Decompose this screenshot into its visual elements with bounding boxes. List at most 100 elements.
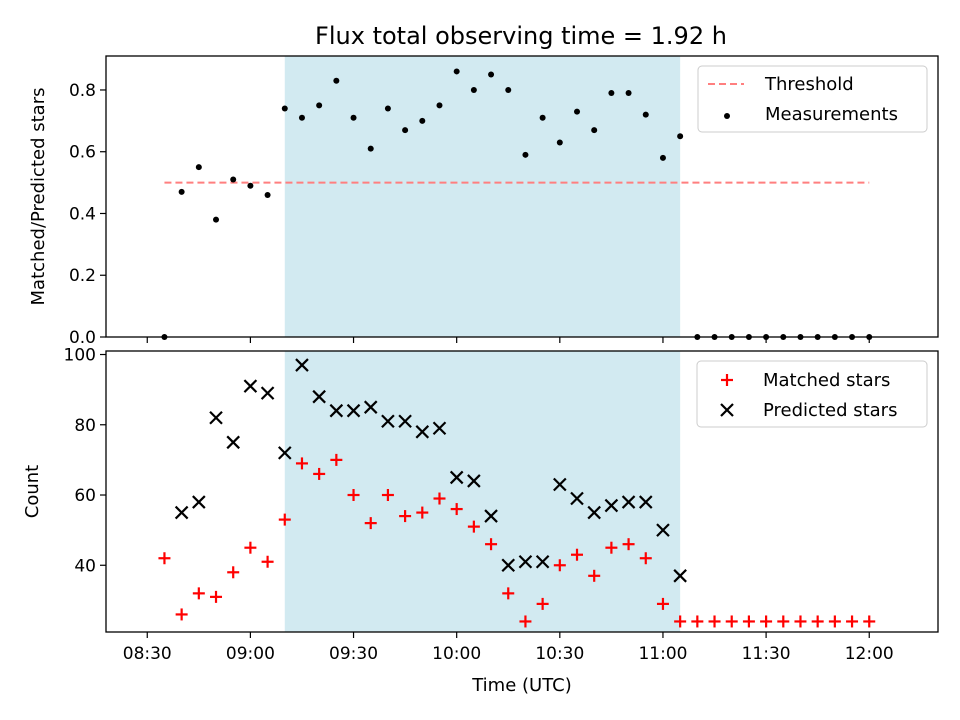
matched-star-point: [519, 615, 532, 628]
measurement-point: [625, 90, 632, 97]
matched-star-point: [571, 548, 584, 561]
top-axes-frame: [105, 55, 939, 338]
matched-star-point: [863, 615, 876, 628]
matched-star-point: [639, 552, 652, 565]
measurement-point: [453, 68, 460, 75]
top-y-tick-label: 0.8: [69, 81, 96, 101]
bottom-x-axis: 08:30 09:00 09:30 10:00 10:30 11:00 11:30 12:00: [123, 632, 894, 664]
predicted-star-point: [656, 523, 670, 537]
bottom-panel: 40 60 80 100 08:30 09:00 09:30 10:00 10:30 11:00…: [22, 346, 939, 696]
x-b: [209, 410, 223, 425]
measurement-point: [333, 77, 340, 84]
matched-star-point: [794, 615, 807, 628]
matched-star-point: [364, 517, 377, 530]
x-b: [570, 491, 584, 506]
measurement-point: [591, 127, 598, 134]
bottom-y-axis: 40 60 80 100: [64, 346, 106, 576]
x-b: [398, 414, 412, 429]
x-b: [295, 358, 309, 372]
x-b: [656, 523, 670, 537]
x-b: [553, 477, 567, 492]
matched-star-point: [416, 506, 429, 519]
bottom-x-tick-label: 08:30: [123, 644, 172, 664]
measurement-point: [608, 90, 615, 97]
bottom-x-tick-label: 10:00: [432, 644, 481, 664]
predicted-star-point: [174, 505, 189, 520]
measurement-point: [436, 102, 443, 109]
bottom-x-tick-label: 09:30: [329, 644, 378, 664]
x-b: [363, 400, 378, 414]
top-y-tick-label: 0.2: [69, 266, 96, 286]
matched-star-point: [261, 555, 274, 568]
measurement-point: [659, 154, 666, 161]
x-b: [346, 403, 361, 418]
predicted-star-point: [192, 495, 206, 509]
top-y-axis: 0.0 0.2 0.4 0.6 0.8: [69, 81, 106, 348]
measurement-point: [350, 114, 357, 121]
matched-star-point: [347, 489, 360, 502]
measurement-point: [402, 127, 409, 134]
matched-star-point: [381, 489, 394, 502]
chart-title: Flux total observing time = 1.92 h: [315, 22, 727, 50]
bottom-y-tick-label: 100: [64, 346, 96, 366]
matched-star-point: [777, 615, 790, 628]
x-b: [720, 403, 734, 417]
matched-star-point: [502, 587, 515, 600]
measurement-point: [488, 71, 495, 78]
matched-star-point: [708, 615, 721, 628]
measurement-point: [195, 164, 202, 171]
predicted-star-point: [518, 554, 533, 569]
x-b: [535, 554, 550, 569]
matched-star-point: [450, 503, 463, 516]
measurement-point: [556, 139, 563, 146]
x-b: [381, 414, 395, 429]
matched-star-point: [278, 513, 291, 526]
x-b: [174, 505, 189, 520]
top-legend: Threshold Measurements: [697, 65, 928, 133]
matched-star-point: [485, 538, 498, 551]
top-legend-box: [697, 65, 928, 133]
predicted-star-point: [260, 386, 275, 400]
top-y-axis-label: Matched/Predicted stars: [28, 88, 49, 306]
predicted-star-point: [604, 498, 619, 513]
x-axis-label: Time (UTC): [471, 675, 572, 696]
matched-star-point: [158, 552, 171, 565]
measurement-point: [470, 86, 477, 93]
measurement-point: [642, 111, 649, 118]
x-b: [243, 379, 258, 393]
measurement-point: [264, 191, 271, 198]
legend-x-glyph: [720, 403, 734, 417]
bottom-y-tick-label: 60: [74, 486, 96, 506]
predicted-star-point: [621, 495, 636, 509]
predicted-star-point: [467, 474, 481, 488]
matched-star-point: [742, 615, 755, 628]
matched-star-point: [399, 510, 412, 523]
measurement-point: [281, 105, 288, 112]
legend-matched-marker: [721, 374, 733, 386]
legend-predicted-marker: [720, 403, 734, 417]
matched-star-point: [656, 597, 669, 610]
matched-star-point: [192, 587, 205, 600]
matched-star-point: [244, 541, 257, 554]
matched-star-point: [588, 569, 601, 582]
matched-star-point: [536, 597, 549, 610]
x-b: [432, 421, 447, 436]
bottom-observing-window-shade: [284, 351, 681, 632]
matched-star-point: [622, 538, 635, 551]
top-y-tick-label: 0.6: [69, 143, 96, 163]
top-y-tick-label: 0.0: [69, 328, 96, 348]
predicted-star-point: [535, 554, 550, 569]
predicted-star-point: [570, 491, 584, 506]
matched-star-point: [330, 453, 343, 466]
x-b: [621, 495, 636, 509]
predicted-star-point: [226, 435, 240, 450]
x-b: [192, 495, 206, 509]
x-b: [638, 495, 653, 509]
x-b: [260, 386, 275, 400]
predicted-star-point: [484, 509, 498, 523]
measurement-point: [298, 114, 305, 121]
matched-star-point: [295, 457, 308, 470]
x-b: [604, 498, 619, 513]
x-b: [587, 505, 601, 520]
